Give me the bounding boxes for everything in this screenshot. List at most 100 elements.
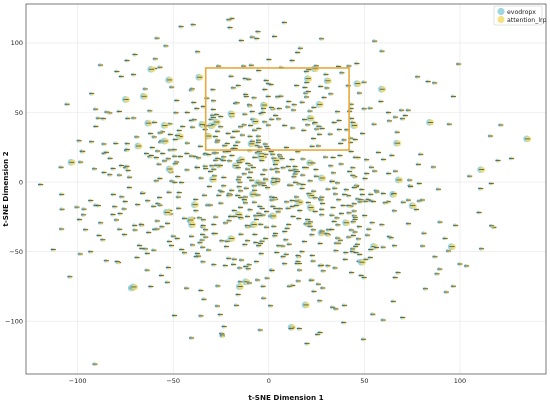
- scatter-point: [392, 169, 399, 173]
- scatter-point: [222, 263, 228, 268]
- scatter-point: [463, 264, 470, 268]
- scatter-point: [186, 216, 195, 224]
- scatter-point: [370, 199, 377, 204]
- scatter-point: [213, 112, 220, 117]
- scatter-point: [119, 195, 125, 199]
- scatter-point: [361, 107, 367, 111]
- scatter-point: [260, 110, 266, 115]
- scatter-point: [203, 227, 209, 232]
- scatter-point: [154, 219, 160, 223]
- scatter-point: [434, 272, 440, 276]
- scatter-point: [299, 100, 305, 105]
- scatter-point: [284, 200, 290, 204]
- scatter-point: [341, 320, 347, 325]
- scatter-point: [293, 195, 300, 199]
- scatter-point: [151, 204, 157, 209]
- scatter-point: [174, 236, 180, 241]
- scatter-point: [332, 186, 338, 191]
- x-axis-ticks: −100 −50 0 50 100: [69, 377, 466, 385]
- scatter-point: [352, 155, 358, 160]
- scatter-point: [360, 131, 366, 136]
- x-tick-label: −100: [69, 377, 87, 385]
- scatter-point: [319, 229, 325, 233]
- scatter-point: [250, 165, 256, 170]
- scatter-point: [351, 201, 357, 206]
- scatter-point: [136, 243, 143, 248]
- scatter-point: [88, 198, 94, 203]
- scatter-point: [103, 150, 110, 155]
- scatter-point: [224, 239, 230, 243]
- plot-frame: [25, 3, 547, 375]
- scatter-point: [311, 105, 317, 110]
- scatter-point: [323, 77, 332, 85]
- scatter-point: [318, 174, 327, 182]
- scatter-point: [329, 227, 335, 232]
- scatter-point: [175, 174, 181, 179]
- scatter-point: [264, 276, 270, 280]
- scatter-point: [227, 110, 236, 118]
- scatter-point: [171, 313, 178, 318]
- scatter-point: [232, 214, 238, 219]
- scatter-point: [231, 257, 237, 261]
- scatter-point: [367, 255, 374, 260]
- scatter-point: [163, 44, 169, 48]
- scatter-point: [176, 190, 182, 195]
- scatter-point: [331, 120, 337, 125]
- scatter-point: [260, 101, 269, 109]
- scatter-point: [194, 165, 201, 170]
- scatter-point: [334, 181, 341, 185]
- scatter-point: [227, 159, 233, 163]
- scatter-point: [274, 166, 280, 171]
- scatter-point: [170, 234, 176, 238]
- y-tick-label: 100: [11, 39, 23, 47]
- scatter-point: [214, 163, 220, 167]
- scatter-point: [346, 211, 352, 215]
- scatter-point: [370, 312, 376, 316]
- scatter-point: [191, 117, 197, 122]
- scatter-point: [77, 252, 83, 256]
- scatter-point: [195, 73, 204, 81]
- scatter-point: [297, 46, 304, 50]
- scatter-point: [276, 243, 282, 248]
- scatter-point: [103, 258, 109, 263]
- scatter-point: [174, 133, 181, 138]
- scatter-point: [279, 156, 285, 161]
- scatter-point: [270, 152, 276, 156]
- scatter-point: [262, 120, 268, 124]
- scatter-point: [268, 105, 275, 110]
- scatter-point: [308, 278, 314, 282]
- scatter-point: [319, 207, 325, 212]
- scatter-point: [346, 235, 352, 239]
- scatter-point: [110, 212, 116, 217]
- x-axis-label: t-SNE Dimension 1: [248, 393, 323, 402]
- scatter-point: [364, 233, 371, 237]
- scatter-point: [180, 124, 186, 129]
- scatter-point: [300, 173, 306, 177]
- scatter-point: [74, 205, 80, 209]
- scatter-point: [437, 267, 443, 271]
- scatter-point: [289, 157, 295, 162]
- scatter-point: [249, 139, 255, 144]
- scatter-point: [256, 68, 262, 73]
- scatter-point: [251, 128, 258, 132]
- scatter-point: [202, 164, 208, 168]
- scatter-point: [252, 232, 258, 237]
- scatter-point: [167, 132, 173, 137]
- scatter-point: [372, 39, 378, 43]
- scatter-point: [391, 243, 398, 248]
- scatter-point: [206, 152, 212, 157]
- scatter-point: [249, 190, 258, 198]
- scatter-point: [292, 180, 299, 185]
- scatter-point: [212, 134, 219, 139]
- scatter-point: [311, 136, 317, 141]
- scatter-point: [142, 87, 148, 91]
- scatter-point: [317, 330, 323, 335]
- scatter-point: [354, 242, 361, 247]
- scatter-point: [286, 284, 293, 288]
- scatter-point: [300, 157, 306, 161]
- scatter-point: [303, 95, 310, 99]
- scatter-point: [271, 156, 277, 160]
- scatter-point: [356, 224, 362, 229]
- scatter-point: [343, 250, 349, 255]
- scatter-point: [260, 213, 266, 217]
